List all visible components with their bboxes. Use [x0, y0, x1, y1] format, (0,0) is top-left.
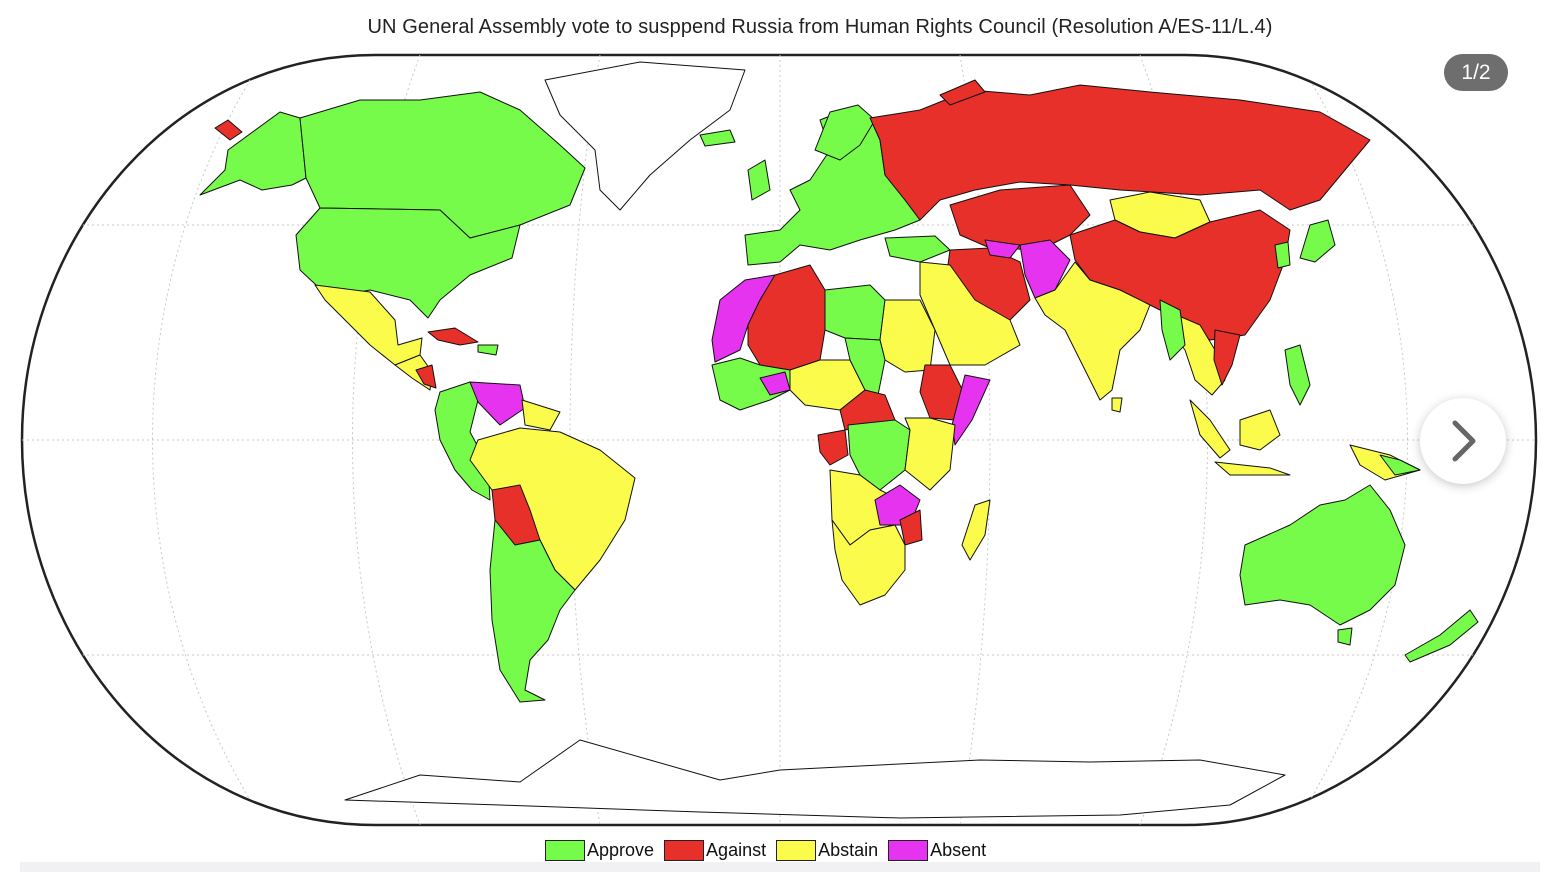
region-russia — [869, 84, 1371, 221]
region-new-zealand — [1404, 609, 1479, 663]
region-philippines — [1284, 344, 1311, 406]
region-hispaniola — [477, 344, 499, 356]
legend-label-abstain: Abstain — [818, 840, 879, 860]
region-cuba — [427, 327, 479, 346]
region-east-africa — [904, 417, 956, 491]
region-guyanas — [521, 399, 561, 431]
region-antarctica — [344, 739, 1286, 819]
next-slide-button[interactable] — [1420, 398, 1506, 484]
bottom-strip — [20, 862, 1540, 872]
legend-item-against: Against — [664, 840, 766, 861]
region-madagascar — [961, 499, 991, 561]
region-alaska — [199, 111, 307, 196]
legend-label-approve: Approve — [587, 840, 655, 860]
legend-label-absent: Absent — [930, 840, 987, 860]
region-borneo — [1239, 409, 1281, 451]
region-sri-lanka — [1111, 397, 1123, 413]
region-venezuela — [469, 381, 526, 426]
region-arabia — [919, 261, 1021, 366]
region-novaya-zemlya — [939, 79, 986, 106]
legend-swatch-abstain — [776, 840, 817, 861]
region-png — [1379, 454, 1421, 476]
map-title: UN General Assembly vote to susppend Rus… — [367, 16, 1273, 38]
region-greenland — [544, 61, 746, 211]
region-sumatra — [1189, 399, 1231, 459]
region-korea — [1274, 241, 1291, 269]
region-tasmania — [1337, 627, 1353, 646]
region-congo-west — [817, 429, 849, 466]
region-congo-dr — [847, 419, 911, 491]
region-india — [1034, 261, 1151, 401]
region-turkey — [884, 235, 951, 263]
legend-swatch-approve — [545, 840, 585, 861]
region-vietnam — [1213, 329, 1241, 386]
region-java — [1214, 461, 1291, 476]
legend-swatch-against — [664, 840, 705, 861]
region-myanmar — [1159, 299, 1186, 361]
chevron-right-icon — [1452, 420, 1476, 462]
region-mozambique — [899, 509, 923, 546]
region-iceland — [699, 129, 736, 147]
region-west-africa-absent — [759, 371, 791, 396]
region-south-africa — [831, 519, 906, 606]
region-japan — [1299, 219, 1336, 263]
region-nicaragua — [415, 364, 437, 389]
region-somalia — [951, 374, 991, 446]
region-uk — [747, 159, 771, 201]
legend-item-absent: Absent — [888, 840, 986, 861]
region-southern-cone — [489, 519, 576, 703]
graticule — [22, 55, 1536, 825]
region-chukotka-edge — [214, 119, 243, 141]
legend-item-approve: Approve — [545, 840, 654, 861]
slide-counter: 1/2 — [1444, 54, 1508, 91]
region-turkmenistan — [984, 239, 1021, 259]
region-libya — [824, 284, 886, 341]
legend-label-against: Against — [706, 840, 767, 860]
legend-item-abstain: Abstain — [776, 840, 878, 861]
region-australia — [1239, 484, 1406, 626]
legend-swatch-absent — [888, 840, 929, 861]
legend: Approve Against Abstain Absent — [545, 840, 996, 861]
